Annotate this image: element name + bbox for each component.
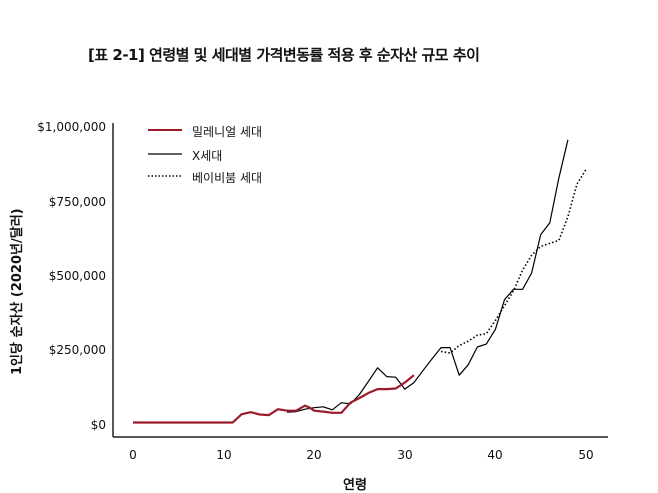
x-tick-10: 10 xyxy=(216,448,232,462)
series-layer xyxy=(133,139,587,424)
x-tick-30: 30 xyxy=(397,448,413,462)
x-tick-20: 20 xyxy=(306,448,322,462)
chart-title: [표 2-1] 연령별 및 세대별 가격변동률 적용 후 순자산 규모 추이 xyxy=(88,46,480,64)
legend-label-boomer: 베이비붐 세대 xyxy=(192,171,263,185)
x-tick-50: 50 xyxy=(578,448,594,462)
legend-label-genx: X세대 xyxy=(192,149,223,163)
y-tick-1000000: $1,000,000 xyxy=(37,120,106,134)
genx-line xyxy=(286,139,569,413)
boomer-line xyxy=(440,168,587,354)
x-axis-label: 연령 xyxy=(343,478,367,493)
x-tick-0: 0 xyxy=(129,448,137,462)
y-tick-0: $0 xyxy=(90,418,106,432)
millennial-line xyxy=(133,374,415,424)
legend-label-millennial: 밀레니얼 세대 xyxy=(192,125,263,139)
y-tick-250000: $250,000 xyxy=(48,343,106,357)
y-tick-750000: $750,000 xyxy=(48,195,106,209)
x-tick-40: 40 xyxy=(487,448,503,462)
y-tick-500000: $500,000 xyxy=(48,269,106,283)
